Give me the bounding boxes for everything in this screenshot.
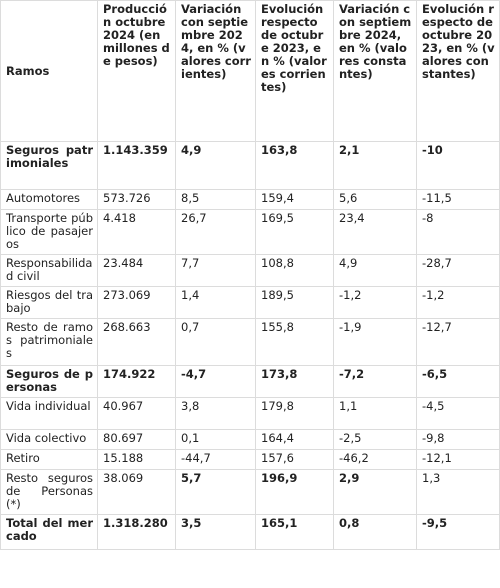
table-row: Responsabilidad civil 23.484 7,7 108,8 4… — [0, 254, 500, 287]
cell-produccion: 174.922 — [97, 365, 176, 398]
cell-var-sep-constantes: -7,2 — [333, 365, 417, 398]
header-evol-oct-corrientes: Evolución respecto de octubre 2023, en %… — [255, 0, 334, 142]
row-label: Responsabilidad civil — [0, 254, 98, 287]
cell-evol-oct-constantes: -9,8 — [416, 429, 500, 450]
cell-var-sep-constantes: 4,9 — [333, 254, 417, 287]
header-ramos: Ramos — [0, 0, 98, 142]
cell-evol-oct-constantes: -11,5 — [416, 189, 500, 210]
cell-var-sep-corrientes: 7,7 — [175, 254, 256, 287]
cell-produccion: 80.697 — [97, 429, 176, 450]
header-evol-oct-constantes: Evolución respecto de octubre 2023, en %… — [416, 0, 500, 142]
cell-evol-oct-corrientes: 189,5 — [255, 286, 334, 319]
header-row: Ramos Producción octubre 2024 (en millon… — [0, 0, 500, 142]
cell-evol-oct-constantes: -9,5 — [416, 514, 500, 550]
table-row: Vida individual 40.967 3,8 179,8 1,1 -4,… — [0, 397, 500, 430]
table-row: Riesgos del trabajo 273.069 1,4 189,5 -1… — [0, 286, 500, 319]
cell-evol-oct-corrientes: 173,8 — [255, 365, 334, 398]
cell-produccion: 273.069 — [97, 286, 176, 319]
cell-produccion: 40.967 — [97, 397, 176, 430]
cell-evol-oct-corrientes: 157,6 — [255, 449, 334, 470]
cell-var-sep-corrientes: 3,8 — [175, 397, 256, 430]
cell-var-sep-corrientes: 1,4 — [175, 286, 256, 319]
cell-evol-oct-constantes: -4,5 — [416, 397, 500, 430]
row-label: Seguros patrimoniales — [0, 141, 98, 190]
cell-evol-oct-corrientes: 159,4 — [255, 189, 334, 210]
cell-var-sep-constantes: -1,2 — [333, 286, 417, 319]
cell-var-sep-constantes: 2,9 — [333, 469, 417, 515]
row-label: Vida individual — [0, 397, 98, 430]
table-row: Vida colectivo 80.697 0,1 164,4 -2,5 -9,… — [0, 429, 500, 450]
row-label: Retiro — [0, 449, 98, 470]
row-label: Seguros de personas — [0, 365, 98, 398]
cell-produccion: 1.318.280 — [97, 514, 176, 550]
cell-var-sep-constantes: 23,4 — [333, 209, 417, 255]
cell-var-sep-constantes: 2,1 — [333, 141, 417, 190]
cell-evol-oct-corrientes: 163,8 — [255, 141, 334, 190]
cell-evol-oct-corrientes: 165,1 — [255, 514, 334, 550]
cell-evol-oct-constantes: -28,7 — [416, 254, 500, 287]
row-label: Resto de ramos patrimoniales — [0, 318, 98, 366]
header-var-sep-constantes: Variación con septiembre 2024, en % (val… — [333, 0, 417, 142]
cell-var-sep-constantes: -46,2 — [333, 449, 417, 470]
cell-var-sep-corrientes: 3,5 — [175, 514, 256, 550]
header-produccion: Producción octubre 2024 (en millones de … — [97, 0, 176, 142]
table-row: Automotores 573.726 8,5 159,4 5,6 -11,5 — [0, 189, 500, 210]
cell-var-sep-constantes: -2,5 — [333, 429, 417, 450]
cell-var-sep-corrientes: -44,7 — [175, 449, 256, 470]
cell-evol-oct-corrientes: 196,9 — [255, 469, 334, 515]
cell-evol-oct-constantes: -1,2 — [416, 286, 500, 319]
cell-evol-oct-constantes: -12,7 — [416, 318, 500, 366]
cell-var-sep-constantes: -1,9 — [333, 318, 417, 366]
table-row: Resto de ramos patrimoniales 268.663 0,7… — [0, 318, 500, 366]
cell-produccion: 15.188 — [97, 449, 176, 470]
cell-var-sep-corrientes: 4,9 — [175, 141, 256, 190]
cell-produccion: 38.069 — [97, 469, 176, 515]
header-var-sep-corrientes: Variación con septiembre 2024, en % (val… — [175, 0, 256, 142]
cell-var-sep-corrientes: 8,5 — [175, 189, 256, 210]
cell-var-sep-corrientes: 26,7 — [175, 209, 256, 255]
cell-var-sep-corrientes: 0,1 — [175, 429, 256, 450]
table-row: Total del mercado 1.318.280 3,5 165,1 0,… — [0, 514, 500, 550]
row-label: Automotores — [0, 189, 98, 210]
cell-produccion: 23.484 — [97, 254, 176, 287]
cell-produccion: 4.418 — [97, 209, 176, 255]
cell-evol-oct-corrientes: 179,8 — [255, 397, 334, 430]
cell-var-sep-corrientes: 0,7 — [175, 318, 256, 366]
cell-evol-oct-corrientes: 164,4 — [255, 429, 334, 450]
row-label: Vida colectivo — [0, 429, 98, 450]
row-label: Total del mercado — [0, 514, 98, 550]
cell-var-sep-corrientes: -4,7 — [175, 365, 256, 398]
cell-evol-oct-constantes: -8 — [416, 209, 500, 255]
cell-evol-oct-constantes: 1,3 — [416, 469, 500, 515]
row-label: Transporte público de pasajeros — [0, 209, 98, 255]
table-row: Transporte público de pasajeros 4.418 26… — [0, 209, 500, 255]
cell-evol-oct-constantes: -10 — [416, 141, 500, 190]
row-label: Riesgos del trabajo — [0, 286, 98, 319]
cell-produccion: 573.726 — [97, 189, 176, 210]
cell-evol-oct-corrientes: 155,8 — [255, 318, 334, 366]
cell-evol-oct-corrientes: 108,8 — [255, 254, 334, 287]
cell-evol-oct-corrientes: 169,5 — [255, 209, 334, 255]
table-row: Retiro 15.188 -44,7 157,6 -46,2 -12,1 — [0, 449, 500, 470]
cell-evol-oct-constantes: -6,5 — [416, 365, 500, 398]
cell-var-sep-constantes: 1,1 — [333, 397, 417, 430]
table-row: Seguros de personas 174.922 -4,7 173,8 -… — [0, 365, 500, 398]
cell-var-sep-constantes: 5,6 — [333, 189, 417, 210]
cell-produccion: 268.663 — [97, 318, 176, 366]
table-row: Seguros patrimoniales 1.143.359 4,9 163,… — [0, 141, 500, 190]
row-label: Resto seguros de Personas (*) — [0, 469, 98, 515]
cell-var-sep-corrientes: 5,7 — [175, 469, 256, 515]
table-row: Resto seguros de Personas (*) 38.069 5,7… — [0, 469, 500, 515]
production-table: Ramos Producción octubre 2024 (en millon… — [0, 0, 500, 550]
cell-produccion: 1.143.359 — [97, 141, 176, 190]
cell-evol-oct-constantes: -12,1 — [416, 449, 500, 470]
cell-var-sep-constantes: 0,8 — [333, 514, 417, 550]
